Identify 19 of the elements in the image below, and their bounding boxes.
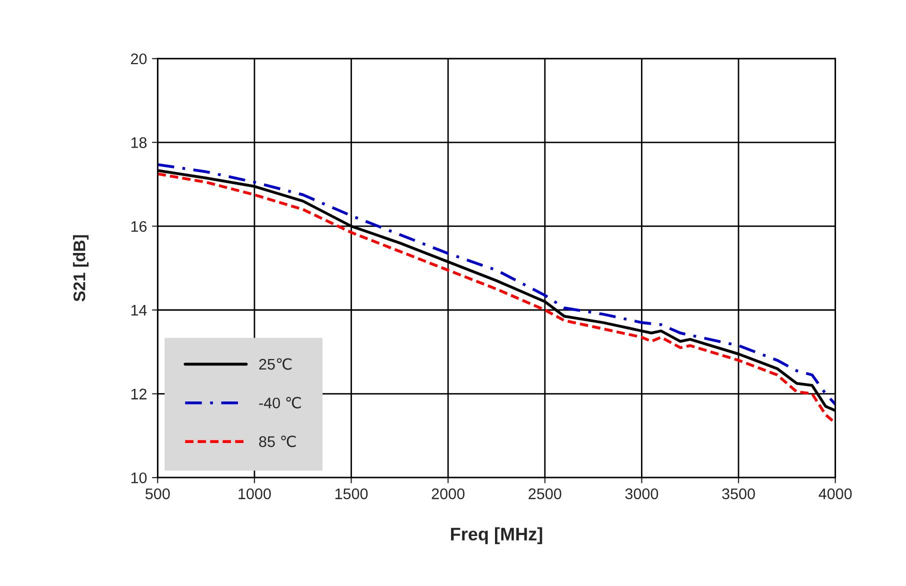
y-tick-label: 20 [131, 53, 147, 64]
y-axis-title: S21 [dB] [73, 235, 89, 302]
legend-label: -40 ℃ [259, 396, 301, 408]
x-tick-label: 4000 [818, 488, 852, 500]
y-tick-label: 10 [131, 472, 147, 484]
y-tick-label: 14 [131, 305, 147, 316]
x-axis-title: Freq [MHz] [451, 527, 542, 544]
legend-label: 85 ℃ [259, 436, 296, 448]
legend-label: 25℃ [259, 358, 292, 370]
x-tick-label: 2500 [528, 488, 562, 500]
x-tick-label: 2000 [432, 488, 464, 500]
y-tick-label: 16 [131, 221, 147, 232]
y-tick-label: 18 [131, 137, 147, 148]
x-tick-label: 3000 [625, 488, 658, 500]
x-tick-label: 3500 [722, 488, 755, 500]
x-tick-label: 1500 [335, 488, 368, 500]
x-tick-label: 1000 [238, 488, 271, 500]
y-tick-label: 12 [131, 388, 146, 400]
x-tick-label: 500 [146, 488, 170, 500]
